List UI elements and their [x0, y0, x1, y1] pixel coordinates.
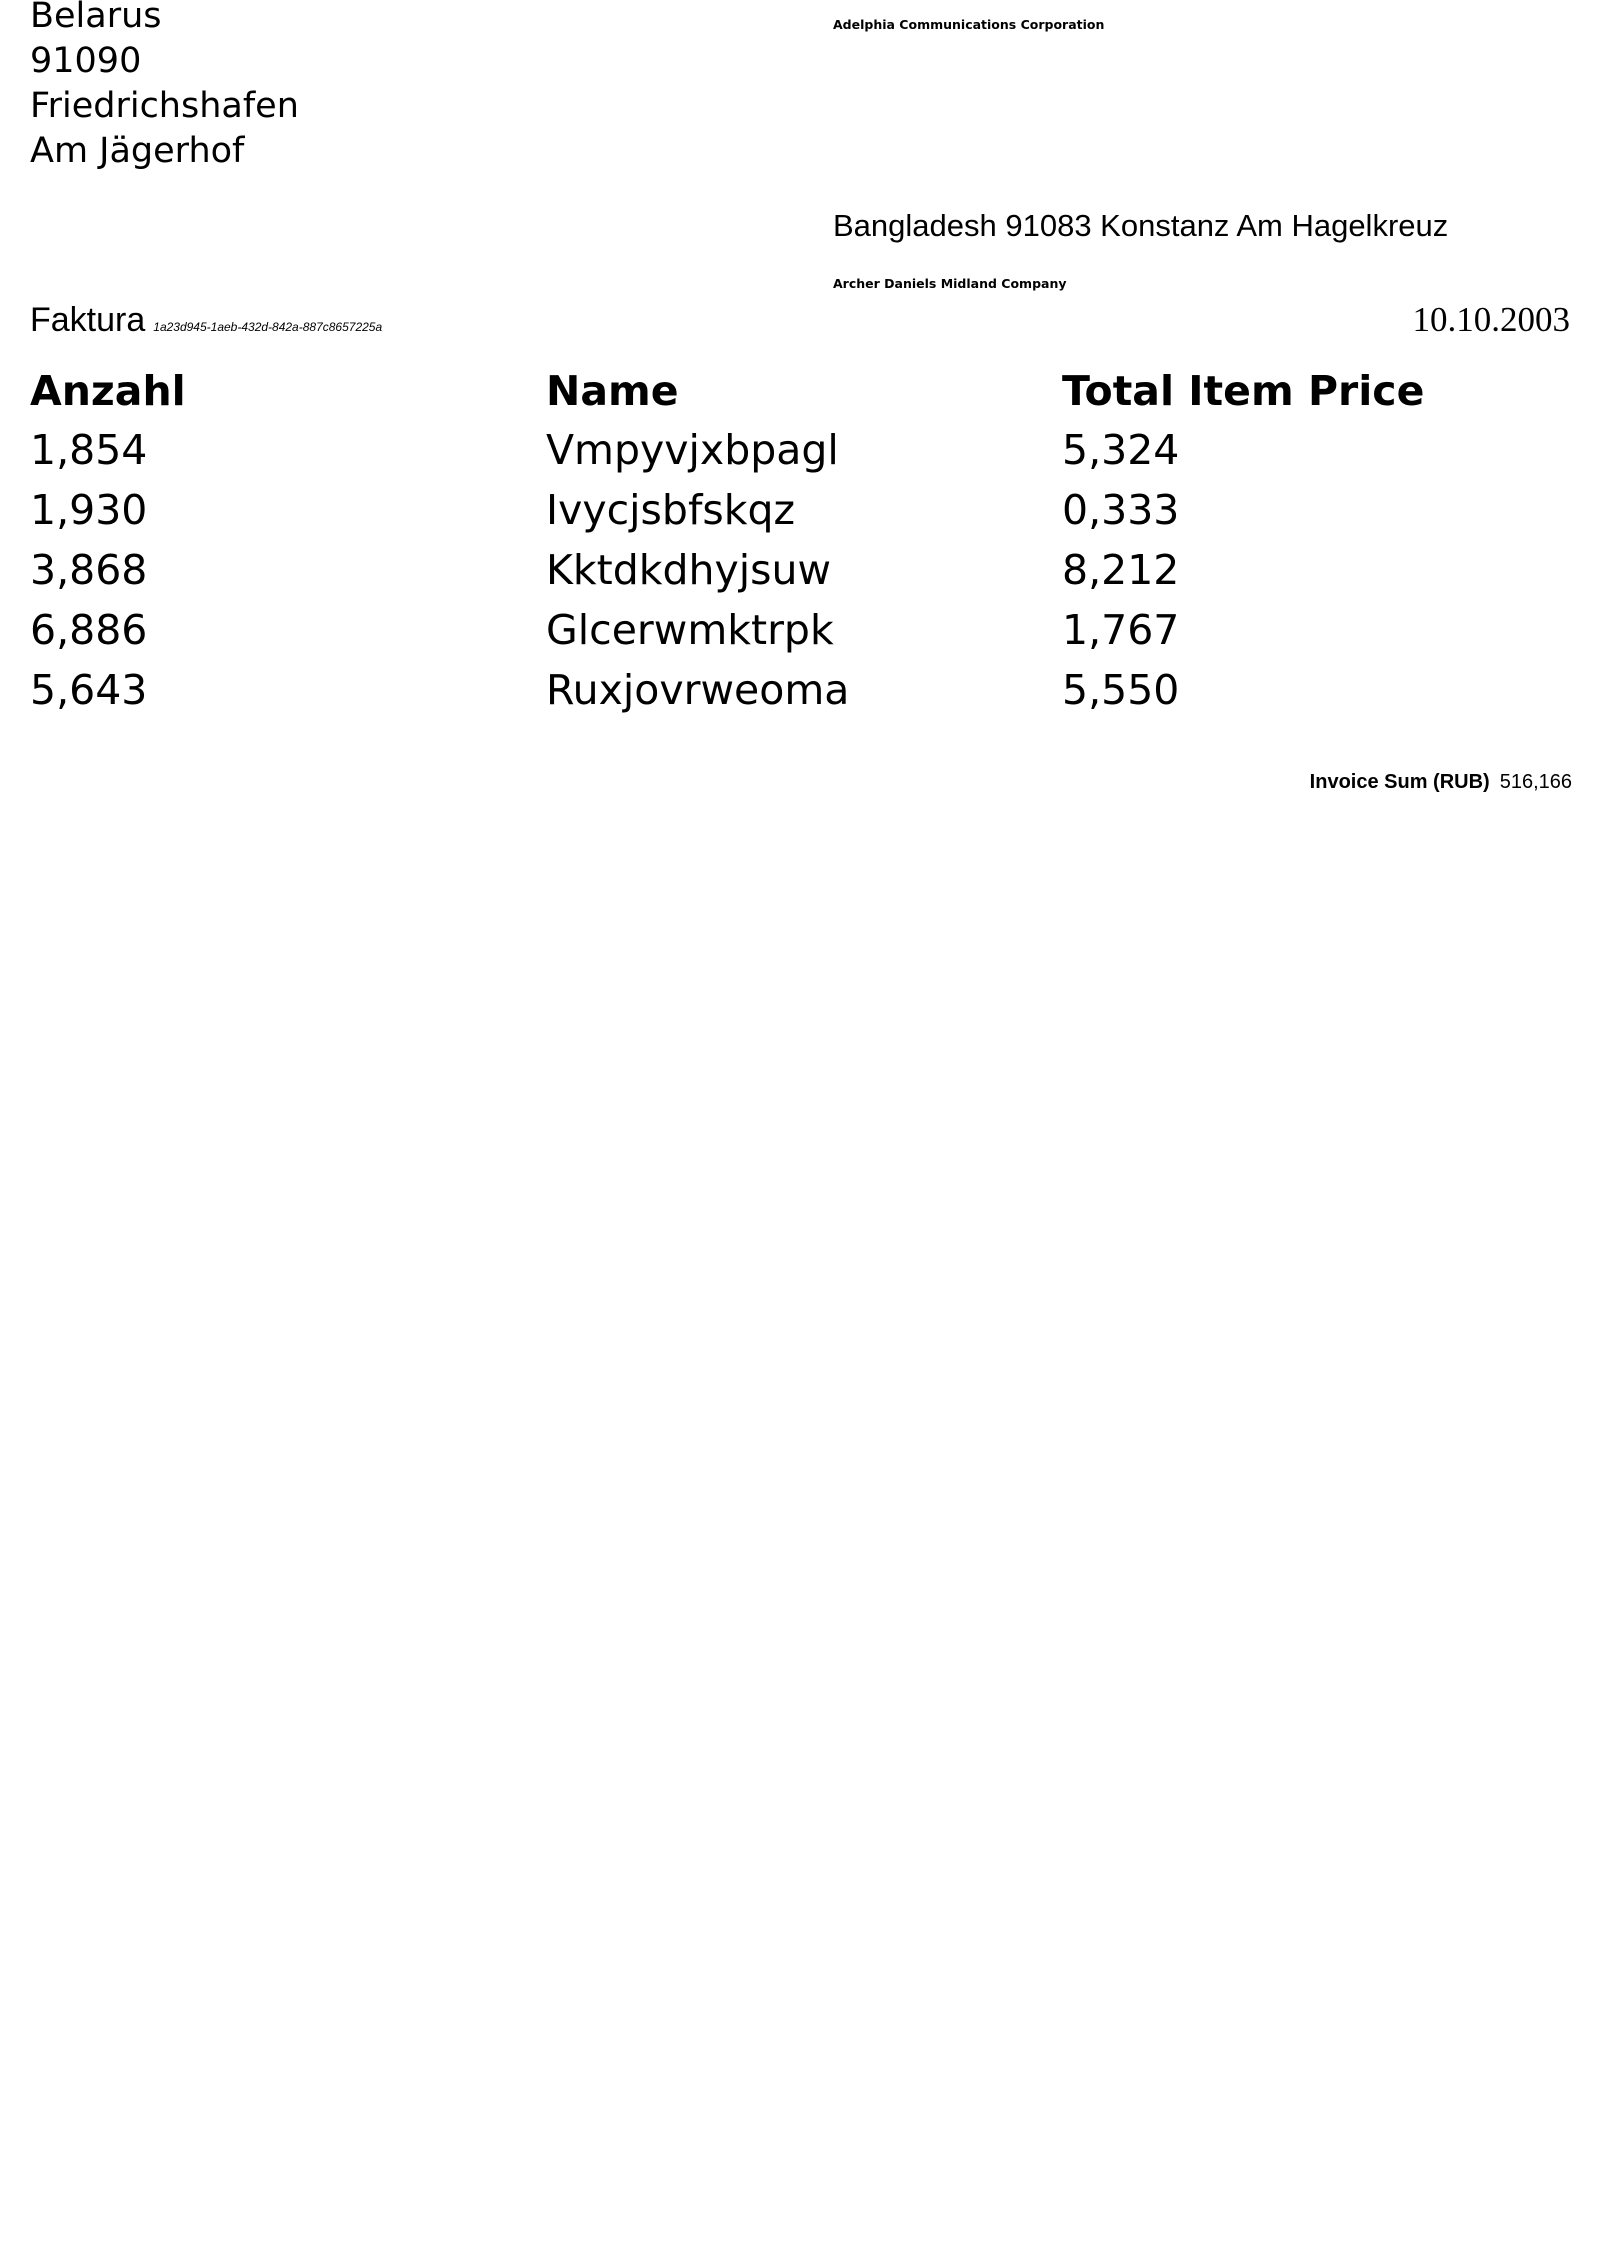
- cell-name: Glcerwmktrpk: [546, 606, 834, 654]
- cell-total-price: 0,333: [1062, 486, 1180, 534]
- table-row: 1,930 Ivycjsbfskqz 0,333: [30, 480, 1570, 540]
- cell-name: Vmpyvjxbpagl: [546, 426, 839, 474]
- table-row: 1,854 Vmpyvjxbpagl 5,324: [30, 420, 1570, 480]
- invoice-id: 1a23d945-1aeb-432d-842a-887c8657225a: [153, 320, 383, 334]
- cell-quantity: 1,854: [30, 426, 148, 474]
- recipient-address: Bangladesh 91083 Konstanz Am Hagelkreuz: [833, 208, 1449, 243]
- table-header: Anzahl Name Total Item Price: [30, 362, 1570, 420]
- cell-total-price: 5,324: [1062, 426, 1180, 474]
- invoice-sum-label: Invoice Sum (RUB): [1309, 771, 1490, 793]
- sender-country: Belarus: [30, 0, 162, 36]
- sender-postal-code: 91090: [30, 41, 142, 81]
- cell-total-price: 8,212: [1062, 546, 1180, 594]
- invoice-heading: Faktura 1a23d945-1aeb-432d-842a-887c86572…: [30, 301, 382, 340]
- table-row: 3,868 Kktdkdhyjsuw 8,212: [30, 540, 1570, 600]
- sender-street: Am Jägerhof: [30, 131, 245, 171]
- invoice-sum: Invoice Sum (RUB) 516,166: [1310, 771, 1572, 794]
- cell-quantity: 5,643: [30, 666, 148, 714]
- sender-address: Belarus 91090 Friedrichshafen Am Jägerho…: [30, 0, 299, 174]
- cell-total-price: 5,550: [1062, 666, 1180, 714]
- table-row: 5,643 Ruxjovrweoma 5,550: [30, 660, 1570, 720]
- invoice-sum-value: 516,166: [1499, 771, 1572, 793]
- items-table: Anzahl Name Total Item Price 1,854 Vmpyv…: [30, 362, 1570, 720]
- column-header-quantity: Anzahl: [30, 367, 186, 415]
- invoice-date: 10.10.2003: [1412, 300, 1571, 339]
- recipient-company: Archer Daniels Midland Company: [833, 276, 1067, 291]
- column-header-total-price: Total Item Price: [1062, 367, 1425, 415]
- sender-city: Friedrichshafen: [30, 86, 299, 126]
- cell-name: Kktdkdhyjsuw: [546, 546, 832, 594]
- cell-name: Ruxjovrweoma: [546, 666, 850, 714]
- sender-company: Adelphia Communications Corporation: [833, 17, 1105, 32]
- cell-quantity: 3,868: [30, 546, 148, 594]
- cell-name: Ivycjsbfskqz: [546, 486, 796, 534]
- cell-quantity: 6,886: [30, 606, 148, 654]
- cell-total-price: 1,767: [1062, 606, 1180, 654]
- table-row: 6,886 Glcerwmktrpk 1,767: [30, 600, 1570, 660]
- cell-quantity: 1,930: [30, 486, 148, 534]
- column-header-name: Name: [546, 367, 679, 415]
- invoice-title: Faktura: [30, 301, 146, 339]
